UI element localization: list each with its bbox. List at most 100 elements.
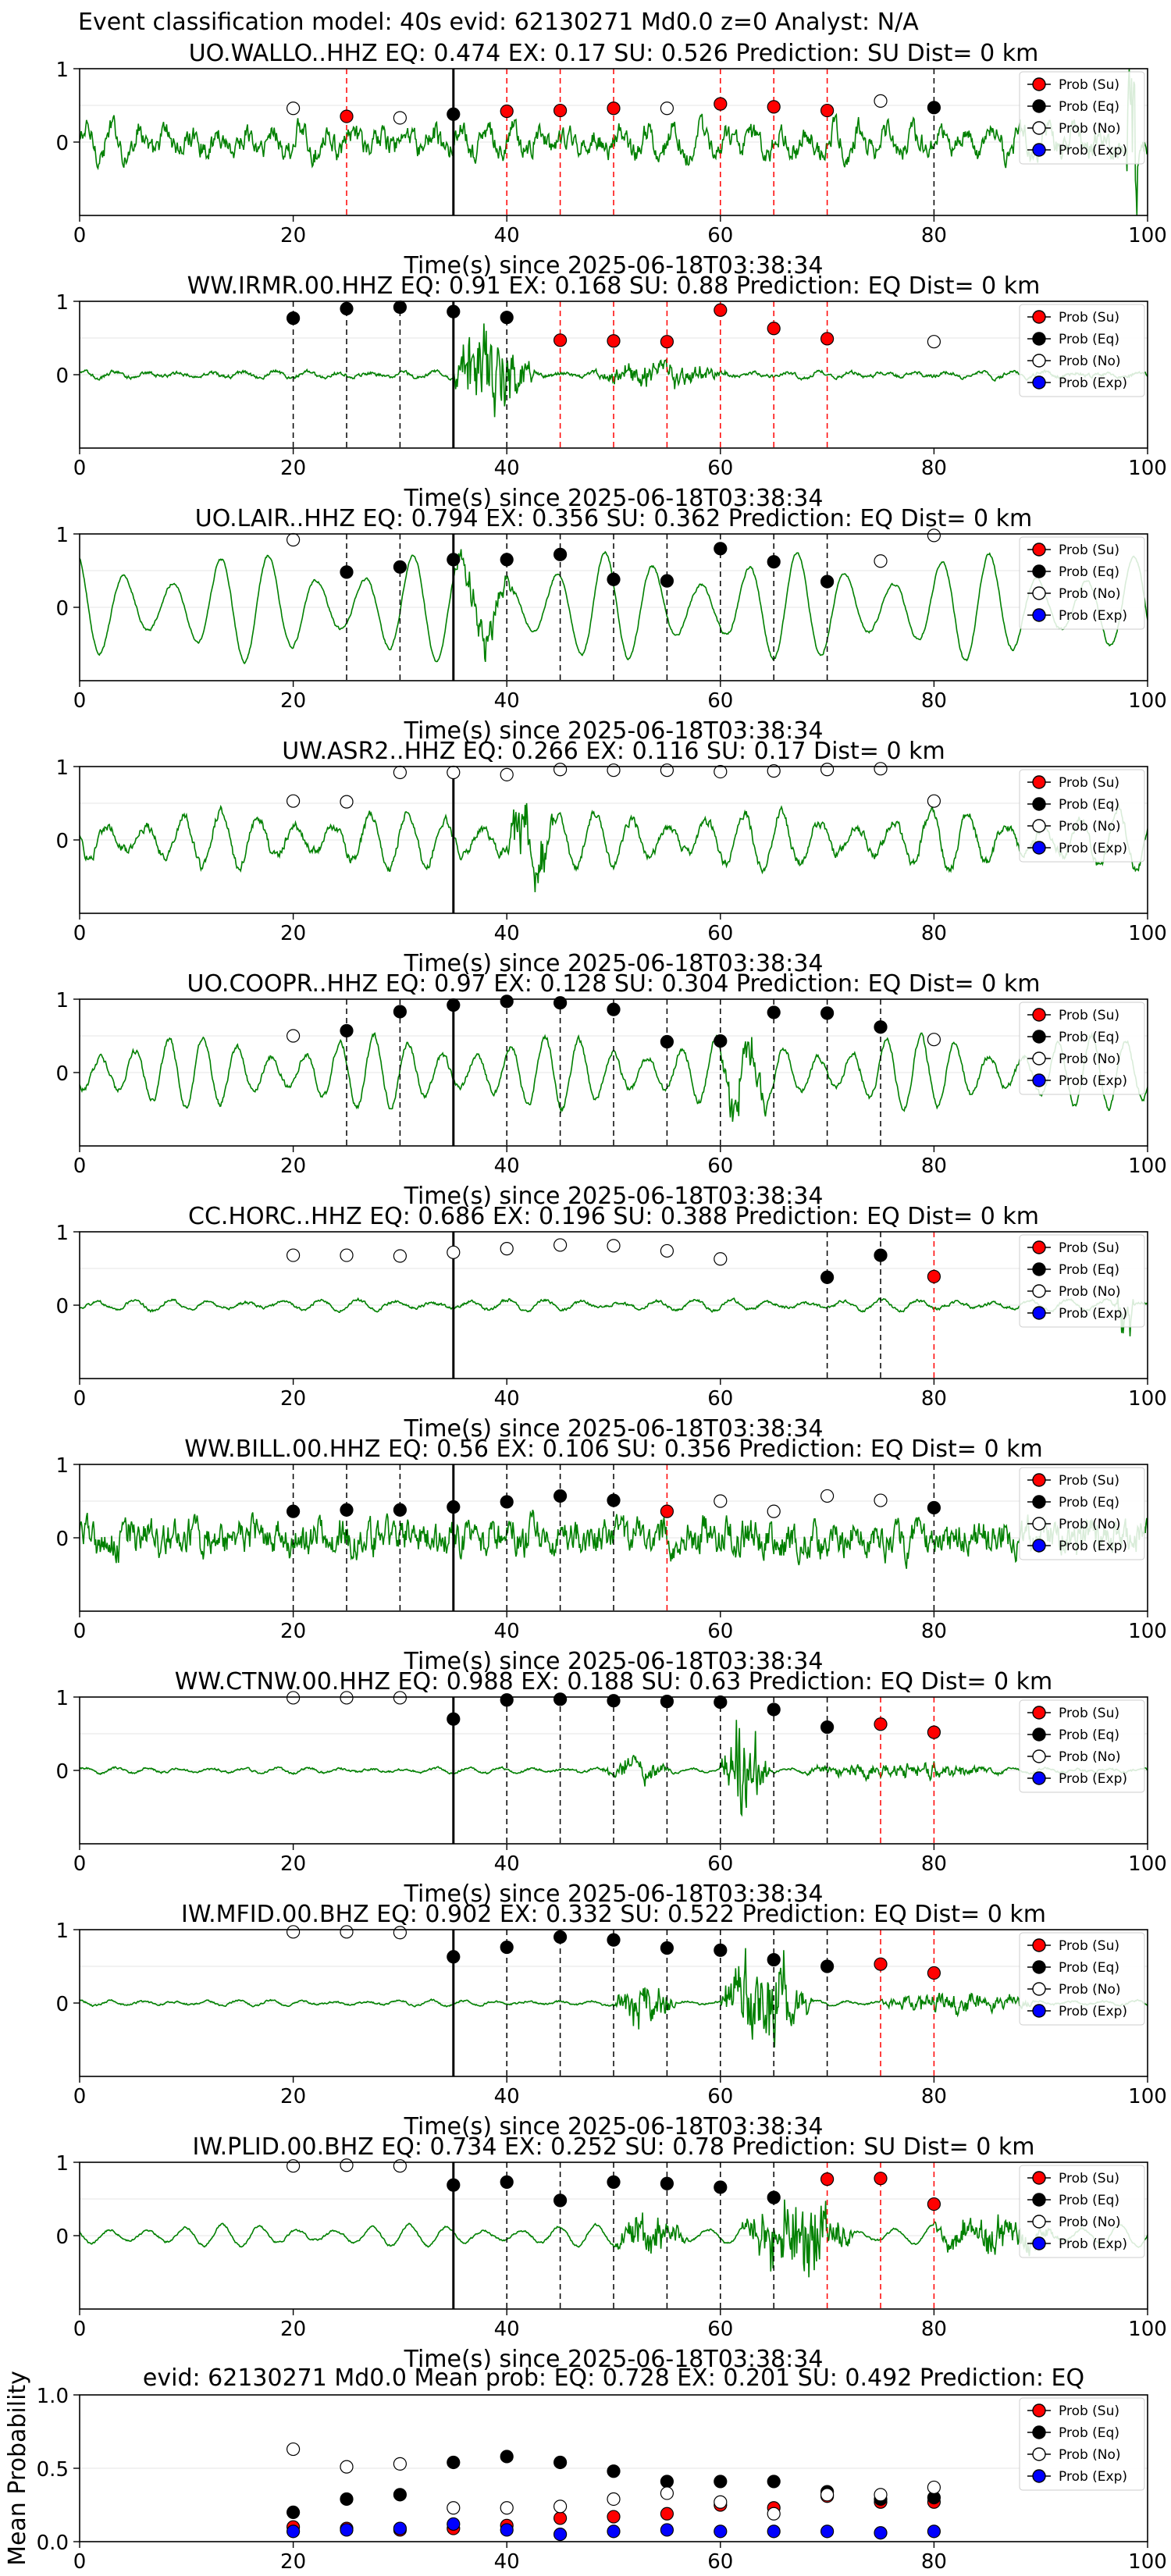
legend-frame — [1019, 1234, 1145, 1328]
prob-point-no — [393, 765, 408, 780]
legend-label: Prob (Eq) — [1059, 99, 1119, 115]
prob-point-su — [874, 1717, 888, 1731]
waveform-trace — [80, 802, 1148, 893]
prob-point-no — [767, 764, 781, 778]
prob-point-su — [660, 335, 674, 349]
legend-frame — [1019, 536, 1145, 630]
prob-point-su — [340, 109, 354, 123]
x-tick-label: 20 — [280, 2550, 306, 2574]
legend-label: Prob (No) — [1059, 121, 1121, 137]
prob-point-eq — [820, 1270, 835, 1284]
prob-point-eq — [660, 1695, 674, 1709]
prob-point-eq — [393, 1503, 408, 1517]
legend-marker-exp — [1032, 143, 1046, 157]
x-tick-label: 40 — [494, 457, 520, 480]
x-tick-label: 20 — [280, 224, 306, 247]
prob-point-eq — [820, 575, 835, 589]
prob-point-no — [393, 2159, 408, 2173]
prob-point-no — [874, 762, 888, 776]
x-tick-label: 60 — [707, 922, 733, 945]
x-tick-label: 20 — [280, 922, 306, 945]
prob-point-eq — [874, 1248, 888, 1262]
y-tick-label: 1 — [55, 291, 69, 315]
mean-probability-panel: evid: 62130271 Md0.0 Mean prob: EQ: 0.72… — [4, 2364, 1167, 2574]
x-tick-label: 80 — [921, 1620, 947, 1643]
legend-frame — [1019, 2397, 1145, 2491]
prob-point-eq — [447, 998, 461, 1012]
legend: Prob (Su) Prob (Eq) Prob (No) Prob (Exp) — [1019, 536, 1145, 630]
waveform-trace — [80, 69, 1148, 215]
panel-title: UW.ASR2..HHZ EQ: 0.266 EX: 0.116 SU: 0.1… — [282, 738, 945, 765]
mean-point-exp — [714, 2524, 728, 2539]
x-tick-label: 20 — [280, 1852, 306, 1876]
legend-marker-eq — [1032, 1960, 1046, 1974]
prob-point-no — [287, 794, 301, 808]
prob-point-eq — [340, 565, 354, 579]
legend: Prob (Su) Prob (Eq) Prob (No) Prob (Exp) — [1019, 769, 1145, 863]
x-tick-label: 40 — [494, 1387, 520, 1411]
prob-point-eq — [660, 1941, 674, 1955]
prob-point-no — [287, 532, 301, 547]
prob-point-no — [767, 1504, 781, 1518]
station-panel-6: CC.HORC..HHZ EQ: 0.686 EX: 0.196 SU: 0.3… — [55, 1203, 1166, 1443]
x-tick-label: 40 — [494, 689, 520, 713]
prob-point-eq — [607, 1933, 621, 1947]
y-tick-label: 1 — [55, 1920, 69, 1943]
legend-label: Prob (Exp) — [1059, 1539, 1127, 1554]
legend-frame — [1019, 71, 1145, 165]
x-tick-label: 100 — [1128, 689, 1167, 713]
y-tick-label: 0 — [55, 830, 69, 853]
x-tick-label: 80 — [921, 922, 947, 945]
legend-label: Prob (Eq) — [1059, 1727, 1119, 1743]
legend-marker-su — [1032, 2171, 1046, 2185]
prob-point-su — [767, 322, 781, 336]
mean-point-eq — [767, 2475, 781, 2489]
legend-label: Prob (Exp) — [1059, 375, 1127, 391]
x-tick-label: 20 — [280, 457, 306, 480]
station-panel-10: IW.PLID.00.BHZ EQ: 0.734 EX: 0.252 SU: 0… — [55, 2133, 1166, 2373]
prob-point-eq — [447, 1712, 461, 1726]
prob-point-eq — [500, 311, 514, 325]
x-tick-label: 0 — [73, 1852, 87, 1876]
legend: Prob (Su) Prob (Eq) Prob (No) Prob (Exp) — [1019, 2397, 1145, 2491]
x-tick-label: 60 — [707, 457, 733, 480]
prob-point-eq — [553, 1692, 568, 1706]
legend-label: Prob (Su) — [1059, 1706, 1119, 1721]
legend-marker-no — [1032, 586, 1046, 600]
x-tick-label: 60 — [707, 2550, 733, 2574]
legend: Prob (Su) Prob (Eq) Prob (No) Prob (Exp) — [1019, 1234, 1145, 1328]
x-tick-label: 0 — [73, 2550, 87, 2574]
legend-label: Prob (Su) — [1059, 1008, 1119, 1023]
station-panel-1: UO.WALLO..HHZ EQ: 0.474 EX: 0.17 SU: 0.5… — [55, 40, 1166, 279]
prob-point-eq — [553, 2194, 568, 2208]
x-tick-label: 80 — [921, 224, 947, 247]
prob-point-eq — [553, 1489, 568, 1503]
mean-point-eq — [660, 2475, 674, 2489]
mean-point-no — [553, 2500, 568, 2514]
x-axis-label: Time(s) since 2025-06-18T03:38:34 — [404, 485, 824, 512]
prob-point-su — [927, 1966, 941, 1980]
prob-point-eq — [927, 1500, 941, 1515]
y-axis-label: Mean Probability — [4, 2371, 31, 2566]
prob-point-no — [820, 1489, 835, 1503]
x-axis-label: Time(s) since 2025-06-18T03:38:34 — [404, 1648, 824, 1675]
x-tick-label: 40 — [494, 2318, 520, 2341]
x-tick-label: 100 — [1128, 2085, 1167, 2108]
prob-point-su — [660, 1504, 674, 1518]
mean-point-no — [714, 2495, 728, 2509]
prob-point-no — [607, 1239, 621, 1253]
prob-point-eq — [714, 1695, 728, 1710]
y-tick-label: 0.5 — [37, 2458, 69, 2482]
legend-marker-eq — [1032, 564, 1046, 578]
legend-marker-eq — [1032, 2193, 1046, 2207]
prob-point-no — [287, 101, 301, 116]
panel-title: UO.WALLO..HHZ EQ: 0.474 EX: 0.17 SU: 0.5… — [189, 40, 1039, 67]
mean-point-exp — [287, 2524, 301, 2539]
x-tick-label: 60 — [707, 1620, 733, 1643]
prob-point-eq — [553, 547, 568, 561]
prob-point-no — [607, 763, 621, 777]
legend-marker-eq — [1032, 1030, 1046, 1044]
prob-point-eq — [767, 555, 781, 569]
x-tick-label: 20 — [280, 2318, 306, 2341]
x-axis-label: Time(s) since 2025-06-18T03:38:34 — [404, 1415, 824, 1443]
